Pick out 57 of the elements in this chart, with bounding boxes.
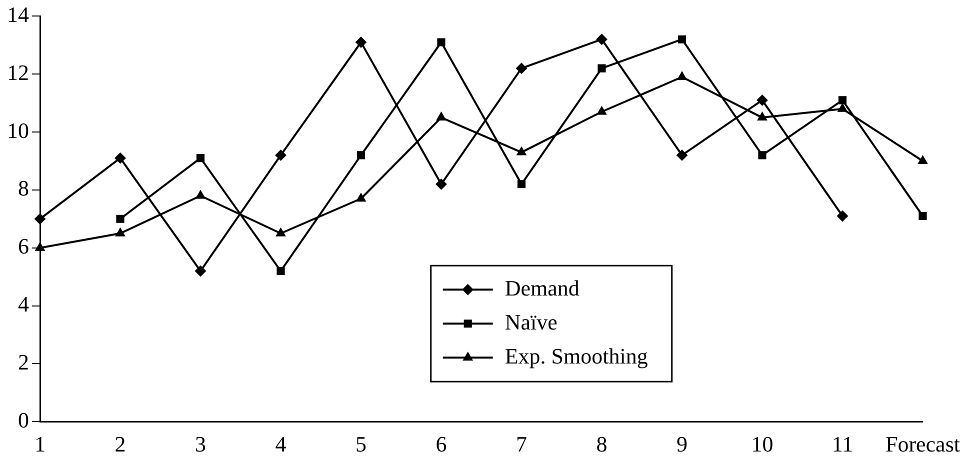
point xyxy=(115,228,126,236)
y-tick-label: 14 xyxy=(7,2,29,27)
y-tick-label: 10 xyxy=(7,118,29,143)
point xyxy=(677,72,687,80)
legend-label: Demand xyxy=(504,275,580,300)
point xyxy=(35,242,45,251)
point xyxy=(758,151,766,160)
point xyxy=(838,103,848,112)
point xyxy=(34,213,46,224)
point xyxy=(676,150,688,161)
point xyxy=(757,112,768,121)
point xyxy=(918,155,928,164)
point xyxy=(437,38,446,46)
point xyxy=(756,94,768,106)
x-tick-label: Forecast xyxy=(885,432,960,457)
point xyxy=(275,150,286,161)
y-tick-label: 0 xyxy=(18,407,29,432)
point xyxy=(596,106,607,115)
point xyxy=(196,190,206,199)
x-tick-label: 2 xyxy=(114,432,126,457)
x-tick-label: 1 xyxy=(34,432,46,457)
point xyxy=(355,36,366,48)
point xyxy=(436,112,446,121)
point xyxy=(114,152,126,164)
x-tick-label: 9 xyxy=(676,432,688,457)
x-tick-label: 10 xyxy=(751,432,774,457)
point xyxy=(836,210,848,222)
y-tick-label: 4 xyxy=(18,292,29,317)
point xyxy=(276,228,286,236)
x-tick-label: 3 xyxy=(194,432,206,457)
y-tick-label: 8 xyxy=(18,176,29,201)
y-tick-label: 2 xyxy=(18,349,29,374)
x-tick-label: 8 xyxy=(596,432,608,457)
x-tick-label: 6 xyxy=(436,432,447,457)
point xyxy=(356,151,366,160)
point xyxy=(918,212,927,220)
point xyxy=(598,64,606,72)
point xyxy=(196,154,205,162)
point xyxy=(195,266,206,277)
x-tick-label: 11 xyxy=(832,432,854,457)
point xyxy=(596,34,608,45)
point xyxy=(276,266,285,276)
y-tick-label: 6 xyxy=(18,234,29,259)
point xyxy=(517,180,526,188)
point xyxy=(356,193,366,202)
point xyxy=(838,96,847,104)
legend-label: Naïve xyxy=(504,309,558,334)
point xyxy=(516,62,527,74)
point xyxy=(116,214,124,223)
point xyxy=(436,178,447,190)
x-tick-label: 7 xyxy=(516,432,527,457)
point xyxy=(678,35,686,44)
x-tick-label: 4 xyxy=(275,432,286,457)
legend-label: Exp. Smoothing xyxy=(504,343,648,368)
y-tick-label: 12 xyxy=(7,60,29,85)
point xyxy=(516,146,526,156)
x-tick-label: 5 xyxy=(355,432,366,457)
